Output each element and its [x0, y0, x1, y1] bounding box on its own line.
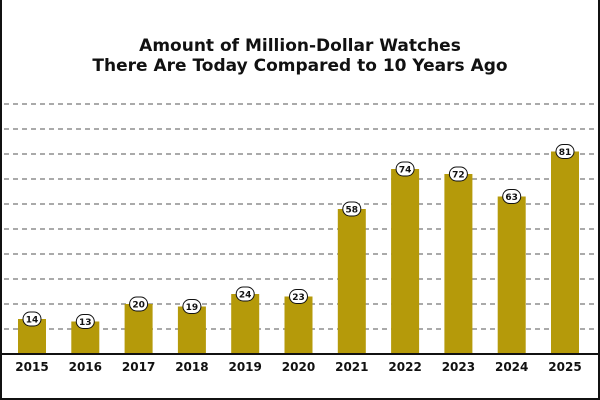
data-label-2024: 63 — [505, 193, 518, 203]
data-label-bg-2015 — [22, 311, 42, 327]
bar-2018 — [177, 306, 206, 354]
data-label-bg-2025 — [555, 144, 575, 159]
data-label-2016: 13 — [79, 318, 92, 328]
data-label-2018: 19 — [186, 303, 199, 313]
x-tick-label-2015: 2015 — [15, 360, 48, 374]
x-tick-label-2022: 2022 — [388, 360, 421, 374]
chart-title-line-2: There Are Today Compared to 10 Years Ago — [92, 56, 508, 76]
data-label-2019: 24 — [239, 291, 252, 301]
x-tick-label-2017: 2017 — [122, 360, 155, 374]
x-tick-label-2020: 2020 — [282, 360, 315, 374]
data-label-2025: 81 — [559, 148, 572, 158]
data-label-2021: 58 — [346, 206, 359, 216]
data-label-bg-2016 — [75, 314, 95, 329]
data-label-bg-2023 — [448, 166, 468, 182]
chart-title-line-1: Amount of Million-Dollar Watches — [139, 36, 461, 56]
x-tick-label-2016: 2016 — [69, 360, 102, 374]
bar-2019 — [231, 294, 260, 354]
bar-2025 — [551, 151, 579, 354]
bar-2024 — [497, 196, 526, 354]
data-label-2015: 14 — [26, 316, 39, 326]
x-tick-label-2019: 2019 — [228, 360, 261, 374]
data-label-2017: 20 — [132, 301, 145, 311]
data-label-2020: 23 — [292, 293, 305, 303]
bar-2021 — [337, 209, 366, 354]
data-label-bg-2017 — [129, 296, 149, 312]
data-label-bg-2021 — [342, 201, 362, 217]
data-label-2022: 74 — [399, 166, 412, 176]
data-label-bg-2019 — [235, 286, 255, 302]
data-label-bg-2022 — [395, 161, 415, 177]
x-tick-label-2021: 2021 — [335, 360, 368, 374]
x-tick-label-2025: 2025 — [548, 360, 581, 374]
data-label-bg-2020 — [289, 289, 308, 304]
data-label-bg-2018 — [182, 299, 202, 314]
x-tick-label-2023: 2023 — [442, 360, 475, 374]
bar-2022 — [391, 169, 420, 354]
x-tick-label-2018: 2018 — [175, 360, 208, 374]
data-label-bg-2024 — [502, 189, 522, 204]
bar-2020 — [284, 296, 313, 354]
chart-title: Amount of Million-Dollar Watches There A… — [0, 36, 600, 76]
x-tick-label-2024: 2024 — [495, 360, 528, 374]
bar-2023 — [444, 174, 473, 354]
data-label-2023: 72 — [452, 171, 465, 181]
bar-2017 — [124, 304, 153, 354]
